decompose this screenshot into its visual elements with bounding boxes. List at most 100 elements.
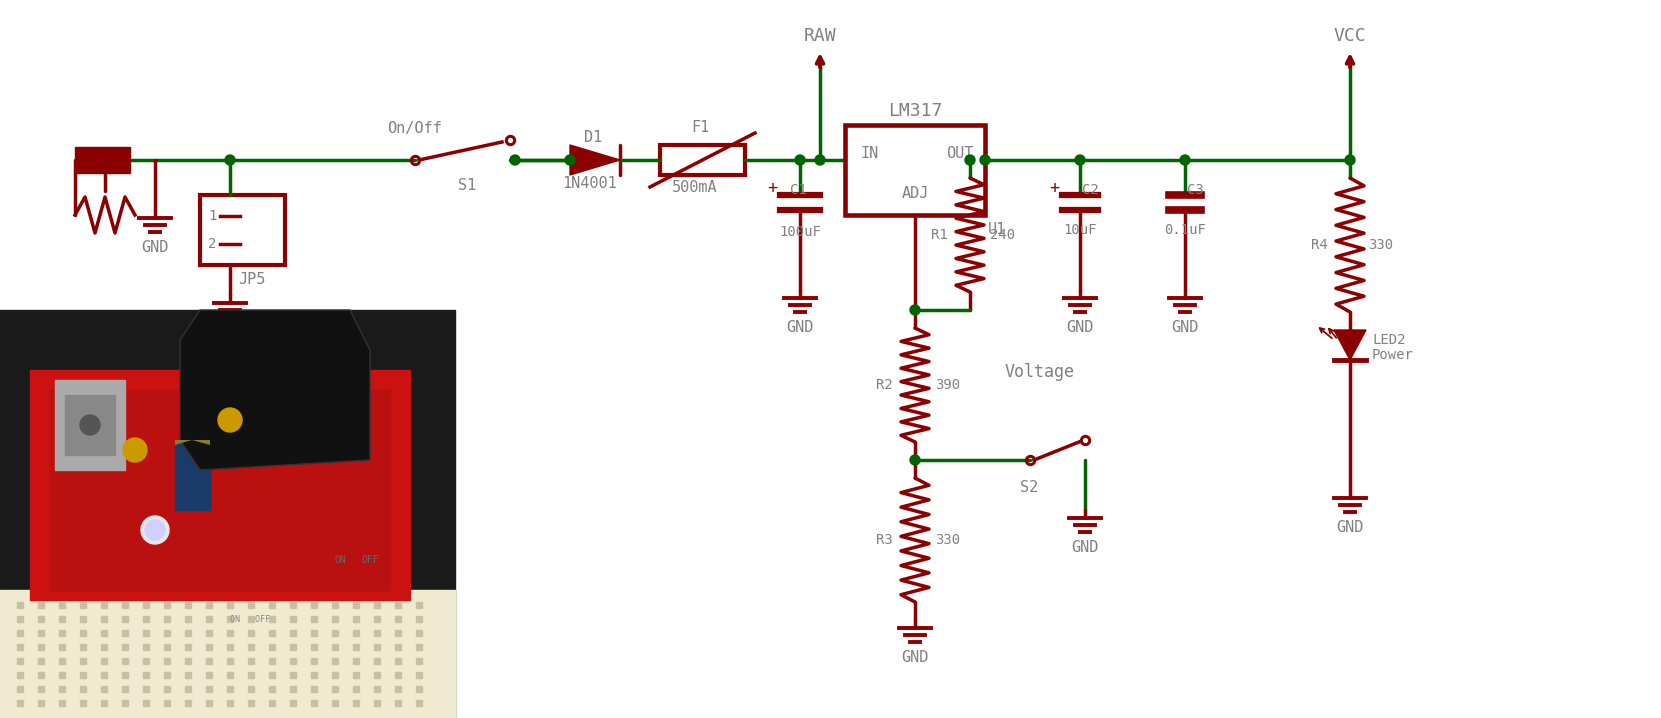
Bar xyxy=(354,658,359,664)
Text: 1N4001: 1N4001 xyxy=(563,175,618,190)
Text: 100uF: 100uF xyxy=(779,225,821,239)
Bar xyxy=(354,630,359,636)
Bar xyxy=(354,644,359,650)
Bar xyxy=(332,602,337,608)
Text: 390: 390 xyxy=(935,378,960,392)
Bar xyxy=(17,616,23,622)
Bar xyxy=(291,672,296,678)
Bar xyxy=(101,616,106,622)
Bar xyxy=(143,644,149,650)
Bar xyxy=(291,644,296,650)
Bar xyxy=(184,686,191,692)
Bar xyxy=(311,616,317,622)
Bar xyxy=(247,616,254,622)
Bar xyxy=(247,700,254,706)
Bar xyxy=(80,602,86,608)
Text: On/Off: On/Off xyxy=(387,121,442,136)
Text: 2: 2 xyxy=(208,237,216,251)
Bar xyxy=(415,686,422,692)
Text: GND: GND xyxy=(1066,320,1093,335)
Bar xyxy=(332,658,337,664)
Bar xyxy=(143,672,149,678)
Bar xyxy=(60,686,65,692)
Circle shape xyxy=(510,155,520,165)
Text: C3: C3 xyxy=(1188,183,1204,197)
Bar xyxy=(164,658,169,664)
Text: C2: C2 xyxy=(1081,183,1098,197)
Bar xyxy=(164,616,169,622)
Bar xyxy=(17,644,23,650)
Bar xyxy=(143,602,149,608)
Bar xyxy=(80,644,86,650)
Bar xyxy=(60,658,65,664)
Circle shape xyxy=(1075,155,1085,165)
Bar xyxy=(374,658,380,664)
Bar xyxy=(311,630,317,636)
Bar xyxy=(354,672,359,678)
Bar xyxy=(101,630,106,636)
Bar xyxy=(60,616,65,622)
Text: LED2: LED2 xyxy=(1372,333,1405,347)
Bar xyxy=(228,686,233,692)
Bar xyxy=(60,700,65,706)
Bar xyxy=(143,630,149,636)
Text: 0.1uF: 0.1uF xyxy=(1164,223,1206,237)
Bar xyxy=(101,672,106,678)
Bar xyxy=(374,644,380,650)
Bar xyxy=(0,590,455,718)
Bar xyxy=(659,145,746,175)
Text: GND: GND xyxy=(1071,539,1098,554)
Bar xyxy=(311,672,317,678)
Bar xyxy=(332,644,337,650)
Bar xyxy=(228,630,233,636)
Bar xyxy=(121,658,128,664)
Bar xyxy=(17,672,23,678)
Bar xyxy=(395,616,400,622)
Bar xyxy=(184,616,191,622)
Bar xyxy=(415,644,422,650)
Bar xyxy=(374,686,380,692)
Bar xyxy=(38,686,43,692)
Bar xyxy=(415,658,422,664)
Bar xyxy=(228,672,233,678)
Bar xyxy=(269,686,276,692)
Text: OUT: OUT xyxy=(947,146,973,161)
Bar xyxy=(60,602,65,608)
Bar xyxy=(354,616,359,622)
Text: ON   OFF: ON OFF xyxy=(229,615,271,625)
Bar xyxy=(60,644,65,650)
Bar xyxy=(206,616,213,622)
Text: GND: GND xyxy=(73,426,88,434)
Bar xyxy=(415,602,422,608)
Text: R2: R2 xyxy=(877,378,894,392)
Text: 330: 330 xyxy=(935,533,960,547)
Circle shape xyxy=(796,155,806,165)
Text: JP5: JP5 xyxy=(238,271,266,286)
Bar xyxy=(332,672,337,678)
Bar xyxy=(354,686,359,692)
Text: +: + xyxy=(1050,179,1060,197)
Circle shape xyxy=(980,155,990,165)
Bar xyxy=(121,616,128,622)
Bar xyxy=(311,644,317,650)
Bar xyxy=(121,686,128,692)
Text: GND: GND xyxy=(141,240,169,254)
Bar xyxy=(415,700,422,706)
Bar xyxy=(55,380,125,470)
Bar xyxy=(228,644,233,650)
Bar xyxy=(143,686,149,692)
Text: Power: Power xyxy=(1372,348,1414,362)
Bar xyxy=(206,602,213,608)
Bar xyxy=(247,630,254,636)
Bar xyxy=(269,616,276,622)
Text: S2: S2 xyxy=(1020,480,1038,495)
Text: Voltage: Voltage xyxy=(1005,363,1075,381)
Circle shape xyxy=(910,455,920,465)
Text: +: + xyxy=(767,179,777,197)
Bar xyxy=(30,370,410,600)
Bar xyxy=(184,700,191,706)
Bar xyxy=(174,440,209,510)
Text: R1: R1 xyxy=(932,228,948,242)
Circle shape xyxy=(565,155,575,165)
Bar xyxy=(228,616,233,622)
